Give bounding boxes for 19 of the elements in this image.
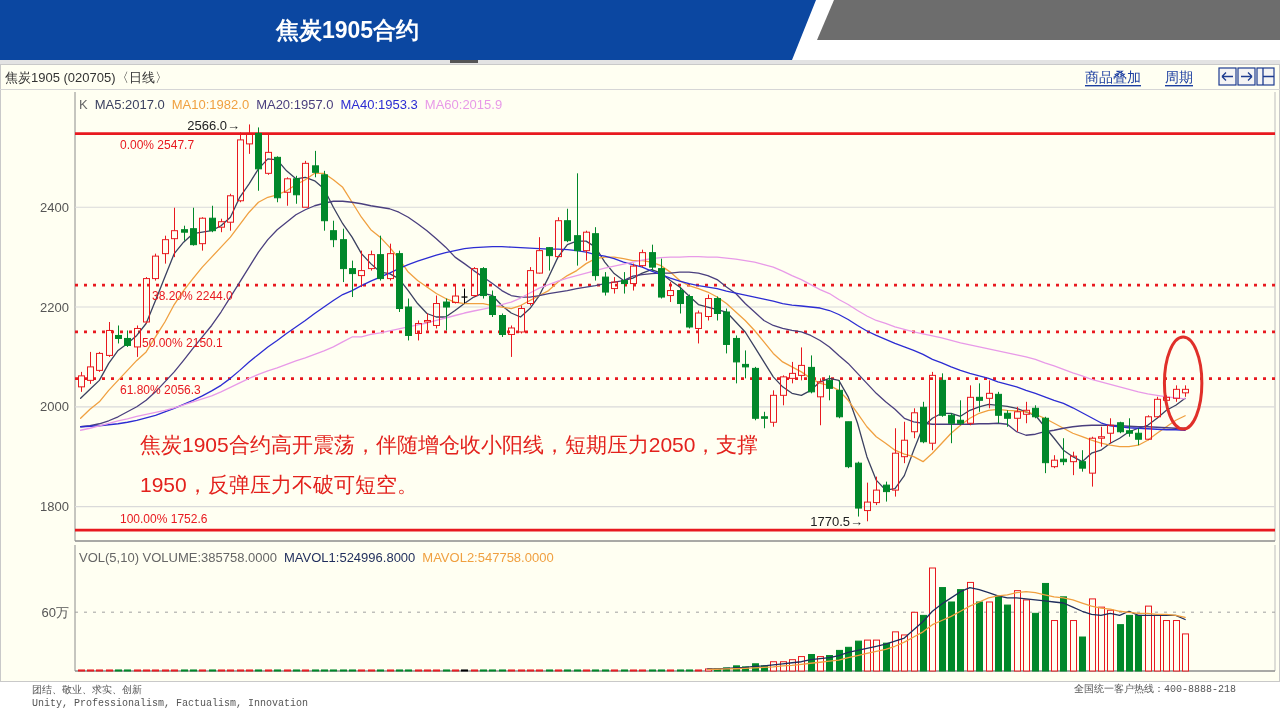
- chart-title: 焦炭1905合约: [275, 17, 420, 43]
- annotation: 1770.5→: [810, 513, 863, 529]
- ref-line-label: 0.00% 2547.7: [120, 137, 195, 152]
- y-tick-label: 2200: [40, 299, 69, 315]
- ref-line-label: 60万: [41, 604, 69, 620]
- text: 周期: [1165, 69, 1193, 85]
- text: 全国统一客户热线：400-8888-218: [1073, 682, 1236, 695]
- chart-subtitle: 焦炭1905 (020705)〈日线〉: [5, 69, 168, 85]
- y-tick-label: 2400: [40, 199, 69, 215]
- text: Unity, Professionalism, Factualism, Innovation: [32, 697, 309, 709]
- text: 商品叠加: [1085, 69, 1141, 85]
- annotation: 2566.0→: [187, 117, 240, 133]
- legend: K MA5:2017.0 MA10:1982.0 MA20:1957.0 MA40:1953.3 MA60:2015.9: [79, 96, 503, 112]
- legend: VOL(5,10) VOLUME:385758.0000 MAVOL1:524996.8000 MAVOL2:547758.0000: [79, 549, 554, 565]
- ref-line-label: 100.00% 1752.6: [120, 512, 208, 527]
- y-tick-label: 1800: [40, 499, 69, 515]
- text: 团结、敬业、求实、创新: [32, 683, 142, 695]
- y-tick-label: 2000: [40, 399, 69, 415]
- annotation: 焦炭1905合约高开震荡，伴随增仓收小阳线，短期压力2050，支撑1950，反弹压力不破可短空。: [140, 432, 759, 496]
